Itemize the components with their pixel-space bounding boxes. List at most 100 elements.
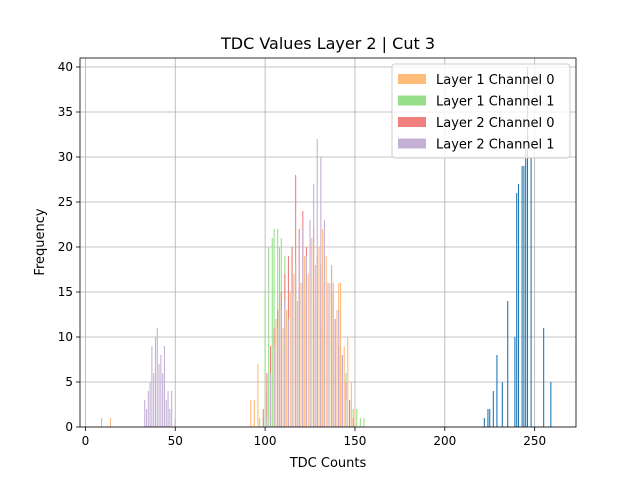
histogram-bar — [298, 238, 300, 427]
histogram-bar — [286, 310, 288, 427]
x-tick-label: 150 — [344, 434, 367, 448]
histogram-bar — [275, 319, 277, 427]
y-axis-label: Frequency — [33, 208, 48, 275]
histogram-bar — [523, 166, 525, 427]
histogram-bar — [149, 382, 151, 427]
histogram-bar — [162, 373, 164, 427]
histogram-bar — [266, 373, 268, 427]
histogram-bar — [514, 337, 516, 427]
histogram-bar — [171, 391, 173, 427]
histogram-bar — [525, 148, 527, 427]
histogram-bar — [489, 409, 491, 427]
histogram-bar — [526, 67, 529, 427]
histogram-bar — [507, 301, 509, 427]
histogram-bar — [336, 310, 338, 427]
histogram-bar — [273, 346, 275, 427]
legend: Layer 1 Channel 0 Layer 1 Channel 1 Layer … — [391, 63, 571, 159]
histogram-bar — [167, 391, 169, 427]
y-tick-label: 15 — [58, 285, 73, 299]
histogram-bar — [169, 409, 171, 427]
y-tick-label: 20 — [58, 240, 73, 254]
histogram-bar — [316, 139, 318, 427]
histogram-bar — [309, 220, 311, 427]
histogram-bar — [349, 400, 351, 427]
histogram-bar — [253, 400, 255, 427]
histogram-bar — [501, 382, 503, 427]
histogram-bar — [327, 283, 329, 427]
histogram-bar — [343, 346, 345, 427]
histogram-bar — [151, 346, 153, 427]
histogram-bar — [280, 310, 282, 427]
histogram-bar — [296, 301, 298, 427]
y-tick-label: 40 — [58, 60, 73, 74]
y-tick-label: 5 — [65, 375, 73, 389]
x-tick-label: 50 — [168, 434, 183, 448]
histogram-bar — [341, 355, 343, 427]
legend-label: Layer 1 Channel 0 — [436, 73, 555, 88]
histogram-bar — [307, 274, 309, 427]
histogram-bar — [163, 346, 166, 427]
histogram-bar — [530, 157, 532, 427]
histogram-bar — [264, 292, 266, 427]
histogram-bar — [350, 382, 352, 427]
histogram-bar — [147, 391, 149, 427]
y-tick-label: 0 — [65, 420, 73, 434]
histogram-bar — [543, 328, 545, 427]
y-tick-label: 25 — [58, 195, 73, 209]
histogram-bar — [334, 319, 336, 427]
histogram-bar — [363, 418, 365, 427]
histogram-bar — [156, 328, 158, 427]
x-tick-label: 250 — [523, 434, 546, 448]
legend-swatch — [398, 95, 426, 106]
histogram-bar — [517, 184, 520, 427]
histogram-bar — [359, 418, 361, 427]
histogram-bar — [250, 400, 252, 427]
plot-frame — [79, 57, 577, 428]
histogram-bar — [347, 337, 349, 427]
legend-box — [391, 63, 571, 159]
histogram-bar — [153, 373, 155, 427]
histogram-bar — [269, 373, 272, 427]
histogram-bar — [101, 418, 103, 427]
histogram-bar — [318, 247, 320, 427]
histogram-bar — [492, 391, 494, 427]
histogram-bar — [257, 364, 259, 427]
histogram-bar — [345, 400, 347, 427]
histogram-bar — [144, 400, 146, 427]
histogram-bar — [332, 283, 334, 427]
histogram-bar — [278, 247, 281, 427]
histogram-bar — [145, 409, 148, 427]
histogram-bar — [291, 292, 293, 427]
histogram-bar — [300, 283, 302, 427]
histogram-bar — [338, 310, 340, 427]
histogram-bar — [305, 256, 307, 427]
x-tick-label: 0 — [82, 434, 90, 448]
histogram-bar — [313, 184, 315, 427]
histogram-bar — [323, 220, 325, 427]
histogram-bar — [295, 265, 297, 427]
histogram-bar — [314, 265, 316, 427]
histogram-bar — [289, 292, 291, 427]
histogram-bar — [356, 409, 358, 427]
histogram-bar — [521, 166, 523, 427]
legend-swatch — [398, 117, 426, 127]
histogram-bar — [158, 364, 160, 427]
histogram-bar — [325, 256, 327, 427]
histogram-bar — [266, 418, 268, 427]
y-tick-label: 10 — [58, 330, 73, 344]
histogram-bar — [352, 418, 354, 427]
x-tick-label: 100 — [254, 434, 277, 448]
histogram-bar — [262, 409, 264, 427]
bars — [101, 67, 552, 427]
histogram-bar — [483, 418, 485, 427]
histogram-bar — [165, 400, 167, 427]
y-tick-label: 35 — [58, 105, 73, 119]
x-tick-label: 200 — [433, 434, 456, 448]
histogram-bar — [277, 328, 279, 427]
histogram-bar — [282, 328, 284, 427]
histogram-bar — [340, 283, 342, 427]
legend-swatch — [398, 138, 426, 149]
histogram-bar — [174, 418, 176, 427]
histogram-bar — [287, 319, 290, 427]
